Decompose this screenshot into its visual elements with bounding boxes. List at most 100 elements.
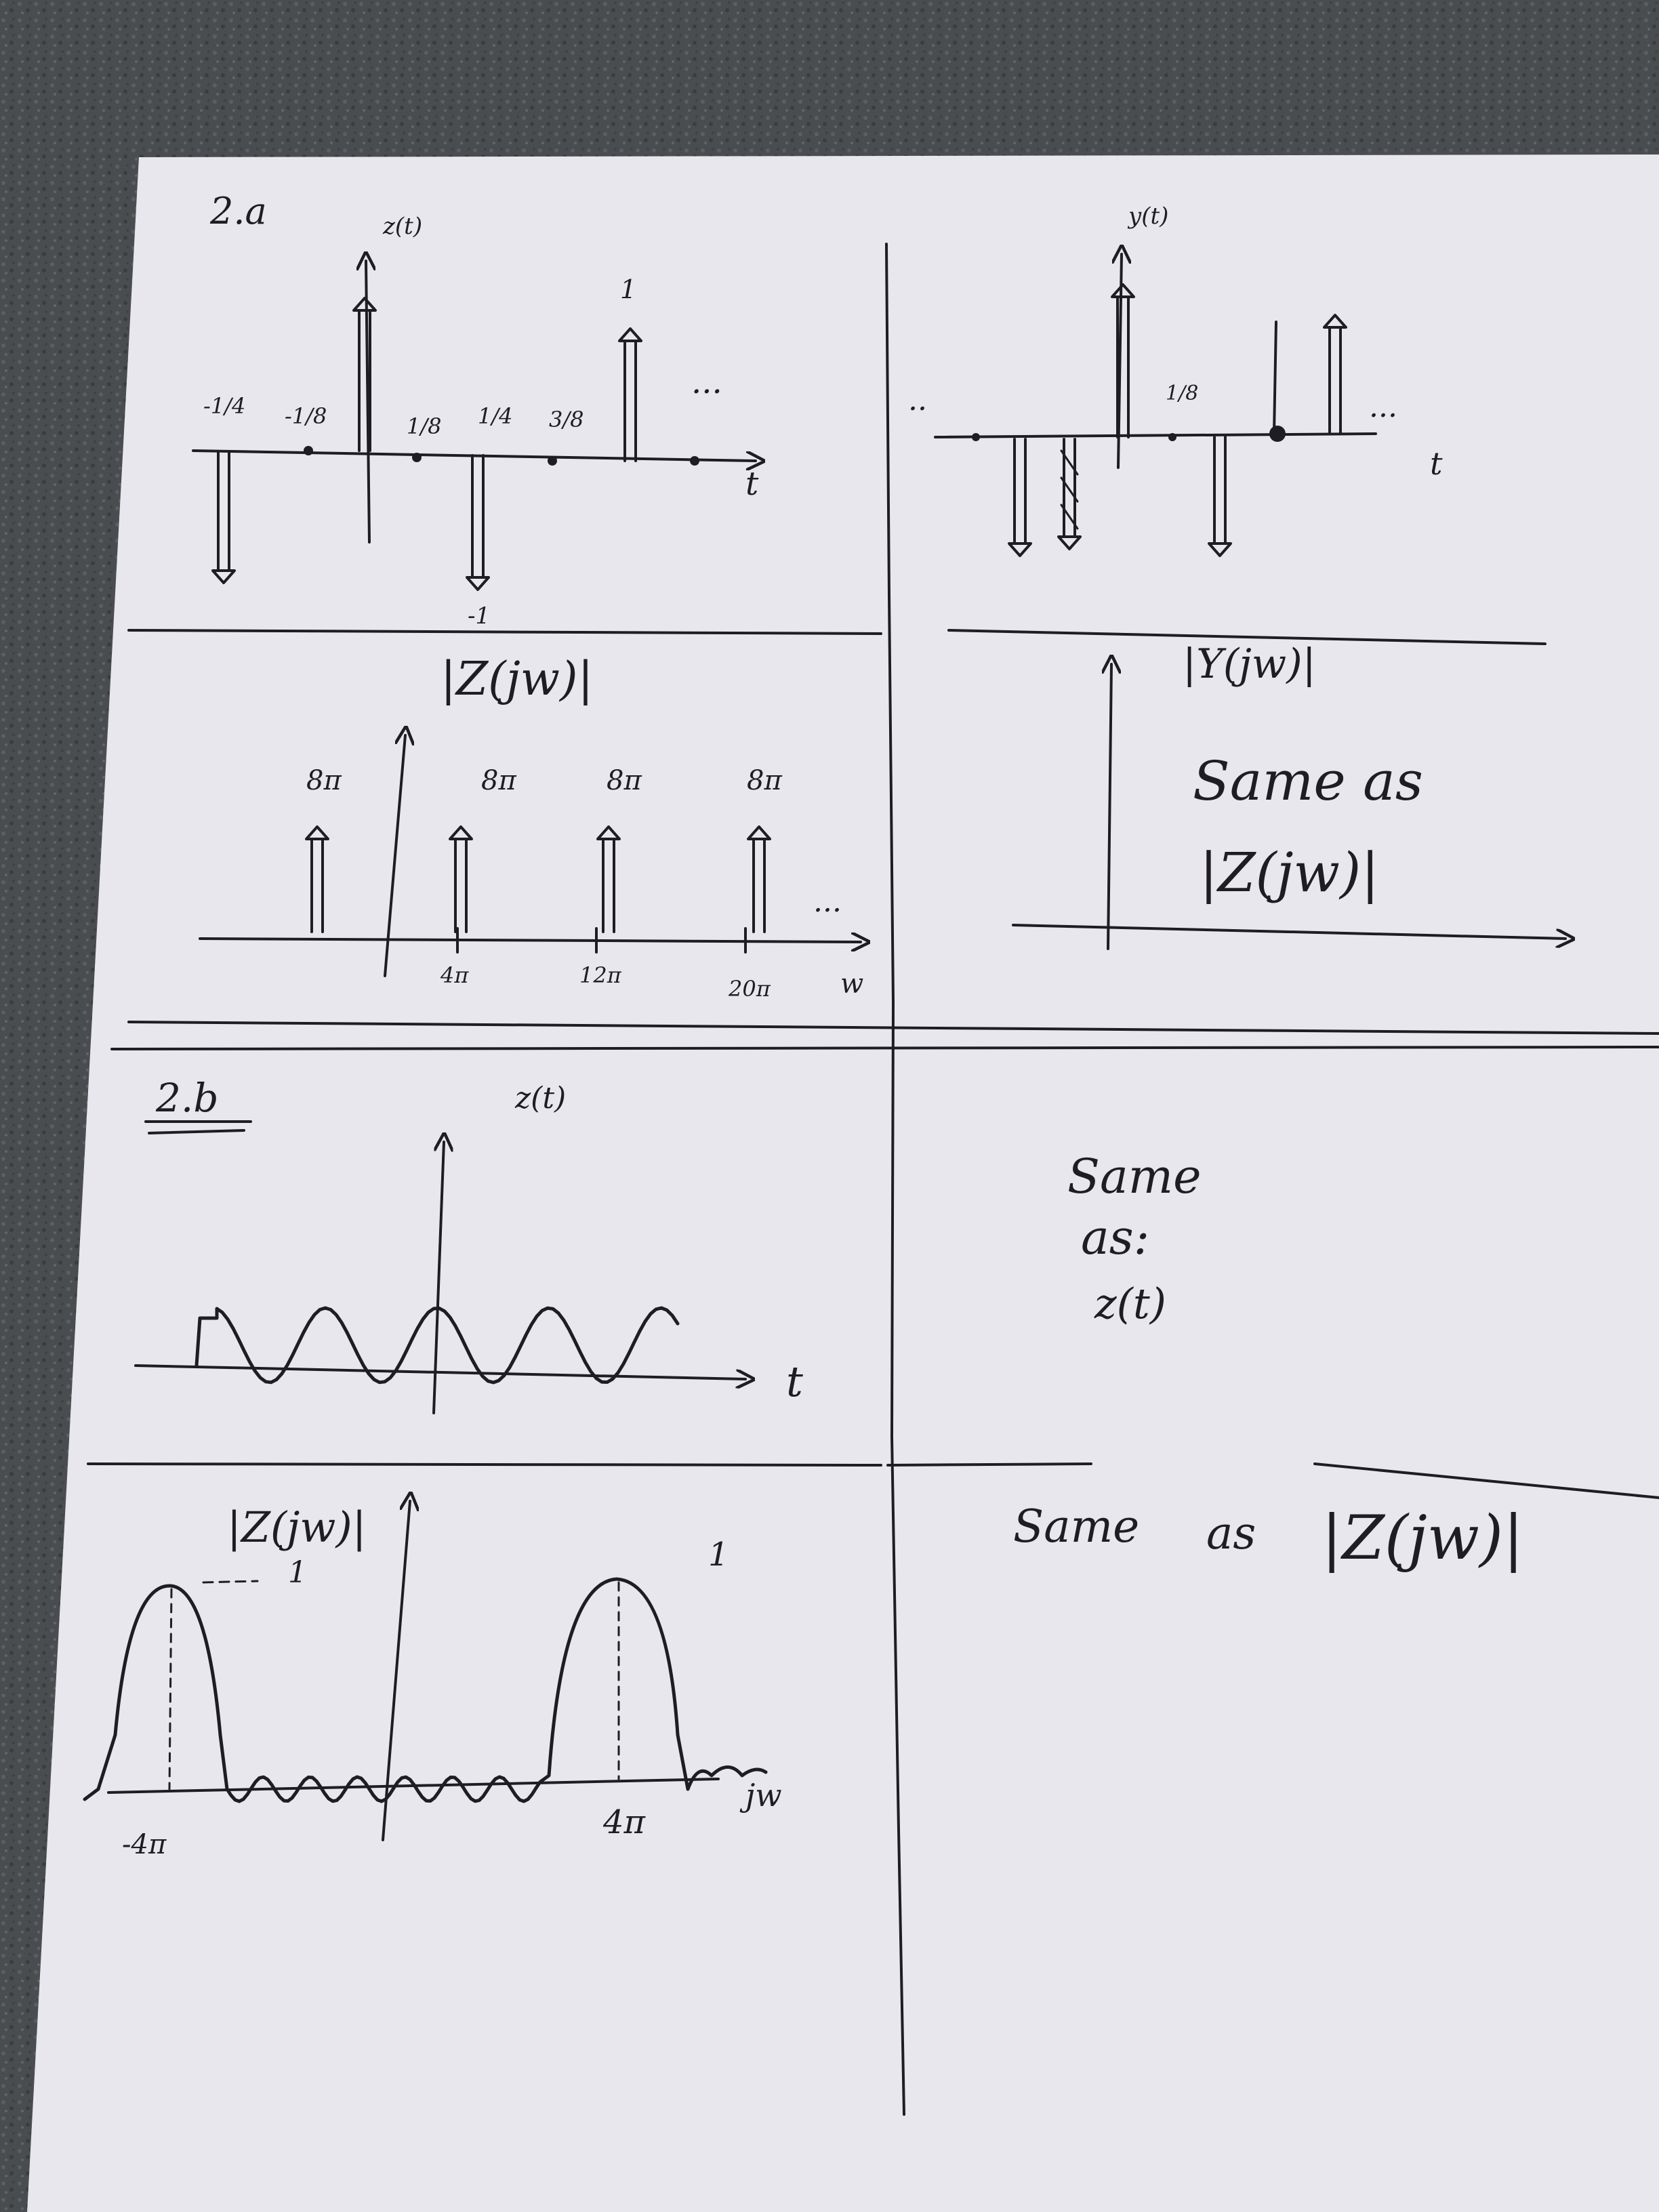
- impulse-down: [1208, 436, 1232, 557]
- impulse-down-head: [1057, 535, 1082, 550]
- y-time-dot: [972, 433, 980, 441]
- impulse-up-shaft: [623, 340, 637, 462]
- vertical-divider: [885, 243, 905, 2116]
- part-b-z-freq-title: |Z(jw)|: [227, 1502, 367, 1552]
- impulse-hatch: [1060, 449, 1079, 530]
- impulse-up: [1323, 314, 1347, 435]
- z-freq-continuation: ...: [813, 884, 842, 919]
- tick-label-left: -4π: [122, 1829, 167, 1860]
- time-note-line1: Same: [1067, 1149, 1202, 1204]
- part-a-z-freq-plot: |Z(jw)| 8π 8π 8π 8π 4π 12π 20π w ...: [199, 653, 863, 1002]
- part-b-time-note: Same as: z(t): [1067, 1149, 1202, 1328]
- tick-label: 1/4: [478, 403, 513, 429]
- part-a-y-time-plot: y(t) 1/8 t .. ...: [908, 203, 1443, 557]
- tick-label: 3/8: [549, 407, 584, 432]
- impulse-up-head: [1111, 283, 1135, 298]
- divider-section-double-2: [110, 1046, 1659, 1050]
- spectrum-impulse: [305, 825, 329, 933]
- divider-section-double-1: [127, 1021, 1659, 1035]
- y-freq-horizontal-axis: [1012, 924, 1565, 939]
- y-time-dot: [1269, 426, 1286, 442]
- tick-label: -1/8: [285, 403, 327, 429]
- impulse-down: [1008, 438, 1032, 557]
- sample-dot: [690, 456, 699, 466]
- spectrum-impulse-shaft: [752, 838, 766, 933]
- part-b-z-freq-vertical-axis: [382, 1501, 410, 1841]
- tick-label: -1/4: [203, 393, 245, 419]
- z-time-impulses: [211, 297, 642, 591]
- y-time-dot: [1168, 433, 1176, 441]
- part-b-label: 2.b: [155, 1075, 218, 1121]
- spectrum-impulse-shaft: [602, 838, 615, 933]
- sample-dot: [548, 456, 557, 466]
- tick-label-right: 4π: [602, 1803, 647, 1841]
- spectrum-impulse-shaft: [310, 838, 324, 933]
- impulse-down: [466, 454, 490, 591]
- y-time-axis-label: t: [1430, 445, 1443, 482]
- spectrum-impulse-shaft: [454, 838, 468, 933]
- impulse-label: 8π: [747, 765, 782, 796]
- y-time-continuation-right: ...: [1369, 390, 1397, 424]
- freq-note-line3: |Z(jw)|: [1322, 1502, 1523, 1574]
- z-time-horizontal-axis: [192, 449, 756, 461]
- z-freq-vertical-axis: [384, 735, 405, 977]
- dividers: [87, 243, 1659, 2116]
- time-note-line3: z(t): [1094, 1279, 1166, 1328]
- tick-label: 20π: [728, 976, 771, 1002]
- peak-level-dash: [202, 1580, 259, 1584]
- spectrum-impulse: [596, 825, 621, 933]
- paper-sheet: [27, 155, 1659, 2212]
- y-time-tick-label: 1/8: [1166, 382, 1198, 405]
- tick-label: 12π: [579, 962, 622, 988]
- y-time-title: y(t): [1127, 203, 1168, 230]
- impulse-up-shaft: [1328, 326, 1342, 435]
- impulse-down-shaft: [1213, 436, 1227, 545]
- part-b-z-time-title: z(t): [514, 1081, 566, 1115]
- peak-label-left: 1: [288, 1555, 307, 1590]
- impulse-down-head: [1008, 542, 1032, 557]
- impulse-up-head: [352, 297, 377, 312]
- impulse-up-shaft: [358, 309, 371, 452]
- sample-dot: [304, 446, 313, 455]
- z-time-continuation: ...: [691, 363, 722, 401]
- z-time-axis-label: t: [745, 465, 759, 503]
- peak-label-right: 1: [708, 1536, 729, 1574]
- spectrum-impulse: [747, 825, 771, 933]
- impulse-label: 8π: [481, 765, 516, 796]
- z-freq-tick-labels: 4π 12π 20π: [440, 927, 771, 1002]
- tick-label: 4π: [440, 962, 469, 988]
- part-b-freq-note: Same as |Z(jw)|: [1013, 1500, 1523, 1574]
- part-b-z-time-plot: 2.b z(t) t: [134, 1075, 803, 1414]
- impulse-down-shaft: [471, 454, 485, 579]
- impulse-up-head: [618, 327, 642, 342]
- z-freq-axis-label: w: [840, 968, 863, 1000]
- z-time-vertical-axis: [366, 261, 369, 544]
- impulse-down-head: [211, 569, 236, 584]
- part-b-z-time-waveform: [194, 1306, 680, 1385]
- z-time-peak-label: 1: [620, 274, 636, 304]
- impulse-down-head: [1208, 542, 1232, 557]
- part-b-z-time-axis-label: t: [786, 1357, 803, 1406]
- z-time-tick-labels: -1/4 -1/8 1/8 1/4 3/8: [203, 393, 584, 439]
- impulse-up: [618, 327, 642, 462]
- y-freq-title: |Y(jw)|: [1183, 640, 1316, 688]
- spectrum-impulse-head: [596, 825, 621, 840]
- peak-dash-left: [168, 1588, 173, 1790]
- z-time-trough-label: -1: [468, 602, 490, 630]
- y-time-horizontal-axis: [934, 432, 1377, 438]
- impulse-up-shaft: [1116, 295, 1130, 438]
- tick-label: 1/8: [407, 413, 442, 439]
- part-a-y-freq-plot: |Y(jw)| Same as |Z(jw)|: [1012, 640, 1565, 950]
- spectrum-impulse-head: [305, 825, 329, 840]
- impulse-down-head: [466, 576, 490, 591]
- impulse-up: [352, 297, 377, 452]
- impulse-label: 8π: [306, 765, 342, 796]
- z-freq-horizontal-axis: [199, 939, 861, 942]
- z-freq-impulses: 8π 8π 8π 8π: [305, 765, 782, 933]
- divider-b-horizontal: [87, 1462, 1659, 1499]
- y-freq-note-line1: Same as: [1193, 750, 1423, 813]
- z-time-title: z(t): [382, 213, 422, 240]
- spectrum-impulse-head: [449, 825, 473, 840]
- part-b-z-time-horizontal-axis: [134, 1364, 745, 1379]
